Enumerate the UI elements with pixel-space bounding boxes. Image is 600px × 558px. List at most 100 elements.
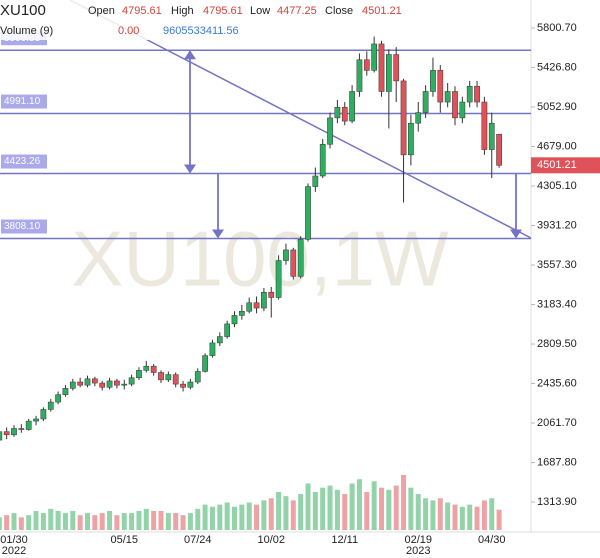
x-tick-label: 04/30: [478, 534, 506, 546]
volume-bar: [55, 510, 61, 530]
candle-body: [0, 431, 3, 441]
volume-bar: [445, 502, 451, 530]
candle-body: [452, 91, 458, 119]
candle-body: [444, 91, 451, 103]
volume-bar: [77, 515, 83, 530]
candle-body: [246, 302, 253, 312]
y-tick-label: 3183.40: [537, 298, 577, 310]
volume-bar: [415, 494, 421, 530]
volume-bar: [481, 500, 487, 530]
arrow-head: [212, 229, 224, 239]
candle-body: [18, 428, 25, 430]
candle-body: [437, 70, 444, 103]
volume-change: 0.00: [118, 25, 139, 37]
candle-body: [356, 59, 363, 92]
candle-body: [224, 323, 231, 337]
y-tick-label: 1313.90: [537, 496, 577, 508]
candle-body: [172, 374, 179, 385]
volume-bar: [261, 500, 267, 530]
y-tick-label: 2061.70: [537, 417, 577, 429]
level-label-bg: [1, 94, 47, 109]
y-tick-label: 2435.60: [537, 377, 577, 389]
y-tick-label: 3557.30: [537, 259, 577, 271]
x-tick-label: 12/11: [331, 534, 358, 546]
arrow-head: [184, 164, 196, 174]
volume-value: 9605533411.56: [163, 25, 239, 37]
volume-bar: [217, 504, 223, 530]
candle-body: [349, 91, 355, 122]
last-price-label: 4501.21: [537, 159, 577, 171]
candle-body: [408, 122, 414, 156]
volume-bar: [224, 502, 230, 530]
candle-body: [180, 383, 186, 388]
volume-bar: [423, 498, 429, 530]
volume-bar: [474, 506, 480, 530]
arrow-head: [510, 229, 522, 239]
header-field: 4795.61: [122, 5, 162, 17]
x-tick-label: 05/15: [110, 534, 138, 546]
volume-bar: [496, 509, 502, 530]
volume-bar: [408, 487, 414, 530]
level-label-bg: [1, 219, 47, 234]
volume-bar: [18, 517, 24, 530]
volume-bar: [246, 502, 252, 530]
y-tick-label: 3931.20: [537, 219, 577, 231]
volume-bar: [129, 513, 135, 530]
volume-bar: [283, 496, 289, 530]
level-label: 4991.10: [4, 96, 41, 107]
volume-bar: [62, 513, 68, 530]
candle-body: [400, 80, 407, 156]
volume-bar: [173, 513, 179, 530]
candle-body: [275, 260, 282, 298]
volume-bar: [107, 510, 113, 530]
level-label-bg: [1, 154, 47, 169]
candle-body: [290, 249, 297, 277]
candle-body: [3, 431, 10, 436]
volume-bar: [437, 498, 443, 530]
candle-body: [283, 249, 289, 261]
y-tick-label: 2809.50: [537, 338, 577, 350]
candle-body: [165, 374, 172, 381]
candle-body: [55, 394, 61, 403]
candle-body: [92, 378, 98, 384]
candle-body: [77, 381, 84, 386]
volume-bar: [254, 504, 260, 530]
volume-bar: [143, 508, 149, 530]
x-year-label: 2023: [406, 545, 430, 557]
volume-bar: [327, 485, 333, 530]
volume-bar: [4, 515, 10, 530]
header-field: 4795.61: [203, 5, 243, 17]
volume-bar: [334, 489, 340, 530]
candle-body: [121, 383, 128, 386]
candle-body: [150, 365, 157, 373]
volume-bar: [305, 483, 311, 530]
volume-bar: [312, 491, 318, 530]
candle-body: [47, 401, 54, 410]
volume-bar: [180, 515, 186, 530]
volume-bar: [99, 513, 105, 530]
candle-body: [136, 370, 142, 379]
candle-body: [305, 186, 311, 240]
candle-body: [334, 107, 341, 119]
x-tick-label: 07/24: [184, 534, 212, 546]
candle-body: [422, 91, 429, 113]
symbol: XU100: [0, 2, 46, 19]
y-tick-label: 5800.70: [537, 22, 577, 34]
volume-bar: [371, 481, 377, 530]
volume-bar: [401, 475, 407, 530]
candle-body: [341, 107, 348, 122]
volume-bar: [268, 498, 274, 530]
candle-body: [481, 101, 488, 150]
x-year-label: 2022: [2, 545, 26, 557]
candle-body: [114, 380, 120, 386]
volume-bar: [11, 513, 17, 530]
candle-body: [261, 291, 267, 309]
volume-bar: [239, 504, 245, 530]
candle-body: [202, 355, 208, 372]
volume-bar: [85, 513, 90, 530]
volume-bar: [40, 513, 46, 530]
candle-body: [239, 310, 245, 316]
candle-body: [415, 112, 422, 124]
volume-bar: [290, 500, 296, 530]
volume-bar: [232, 506, 237, 530]
